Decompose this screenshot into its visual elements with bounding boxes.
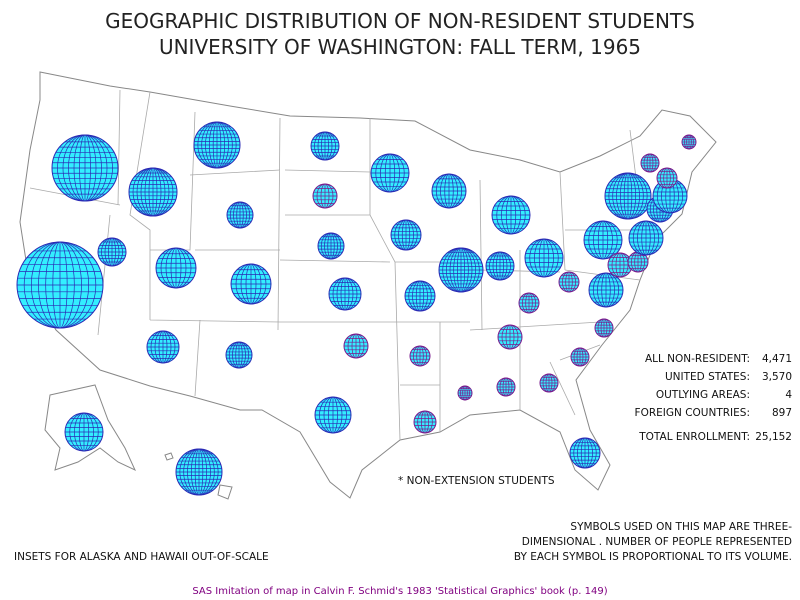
globe-symbol — [317, 232, 345, 260]
globe-symbol — [310, 131, 340, 161]
summary-value: 25,152 — [755, 431, 792, 443]
globe-symbol — [496, 377, 516, 397]
globe-symbol — [128, 167, 178, 217]
globe-symbol — [409, 345, 431, 367]
summary-value: 4 — [785, 389, 792, 401]
caption: SAS Imitation of map in Calvin F. Schmid… — [192, 586, 607, 597]
globe-symbol — [518, 292, 540, 314]
globe-symbol — [175, 448, 223, 496]
symbol-note: BY EACH SYMBOL IS PROPORTIONAL TO ITS VO… — [514, 551, 792, 563]
globe-symbol — [64, 412, 104, 452]
summary-label: OUTLYING AREAS: — [656, 389, 750, 401]
symbol-note: SYMBOLS USED ON THIS MAP ARE THREE- — [570, 521, 792, 533]
summary-label: ALL NON-RESIDENT: — [645, 353, 750, 365]
footnote: * NON-EXTENSION STUDENTS — [398, 475, 555, 487]
us-outline — [19, 71, 717, 499]
summary-value: 3,570 — [762, 371, 792, 383]
globe-symbol — [652, 178, 688, 214]
globe-symbol — [604, 172, 652, 220]
globe-symbol — [569, 437, 601, 469]
globe-symbol — [51, 134, 119, 202]
globe-symbol — [583, 220, 623, 260]
globe-symbol — [628, 220, 664, 256]
globe-symbol — [155, 247, 197, 289]
globe-symbol — [558, 271, 580, 293]
summary-value: 4,471 — [762, 353, 792, 365]
globe-symbol — [457, 385, 473, 401]
symbols — [16, 121, 697, 496]
globe-symbol — [413, 410, 437, 434]
globe-symbol — [226, 201, 254, 229]
globe-symbol — [328, 277, 362, 311]
symbol-note: DIMENSIONAL . NUMBER OF PEOPLE REPRESENT… — [522, 536, 792, 548]
globe-symbol — [431, 173, 467, 209]
globe-symbol — [588, 272, 624, 308]
globe-symbol — [193, 121, 241, 169]
globe-symbol — [594, 318, 614, 338]
globe-symbol — [681, 134, 697, 150]
globe-symbol — [539, 373, 559, 393]
summary-value: 897 — [772, 407, 792, 419]
globe-symbol — [225, 341, 253, 369]
title-line: UNIVERSITY OF WASHINGTON: FALL TERM, 196… — [159, 35, 641, 59]
globe-symbol — [146, 330, 180, 364]
summary-label: FOREIGN COUNTRIES: — [635, 407, 750, 419]
inset-note: INSETS FOR ALASKA AND HAWAII OUT-OF-SCAL… — [14, 551, 269, 563]
globe-symbol — [640, 153, 660, 173]
globe-symbol — [627, 251, 649, 273]
globe-symbol — [438, 247, 484, 293]
globe-symbol — [656, 167, 678, 189]
globe-symbol — [370, 153, 410, 193]
globe-symbol — [314, 396, 352, 434]
globe-symbol — [16, 241, 104, 329]
globe-symbol — [497, 324, 523, 350]
globe-symbol — [524, 238, 564, 278]
globe-symbol — [312, 183, 338, 209]
globe-symbol — [390, 219, 422, 251]
summary-table: ALL NON-RESIDENT: 4,471 UNITED STATES: 3,57… — [635, 353, 793, 443]
globe-symbol — [570, 347, 590, 367]
globe-symbol — [485, 251, 515, 281]
globe-symbol — [491, 195, 531, 235]
summary-label: TOTAL ENROLLMENT: — [638, 431, 750, 443]
globe-symbol — [97, 237, 127, 267]
globe-symbol — [343, 333, 369, 359]
globe-symbol — [404, 280, 436, 312]
summary-label: UNITED STATES: — [665, 371, 750, 383]
title-line: GEOGRAPHIC DISTRIBUTION OF NON-RESIDENT … — [105, 9, 695, 33]
globe-symbol — [230, 263, 272, 305]
